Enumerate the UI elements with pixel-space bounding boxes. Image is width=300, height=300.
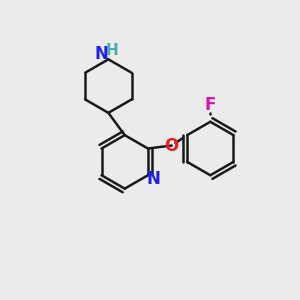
Text: O: O bbox=[165, 136, 179, 154]
Text: N: N bbox=[146, 170, 160, 188]
Text: H: H bbox=[106, 43, 118, 58]
Text: F: F bbox=[205, 96, 216, 114]
Text: N: N bbox=[95, 45, 109, 63]
